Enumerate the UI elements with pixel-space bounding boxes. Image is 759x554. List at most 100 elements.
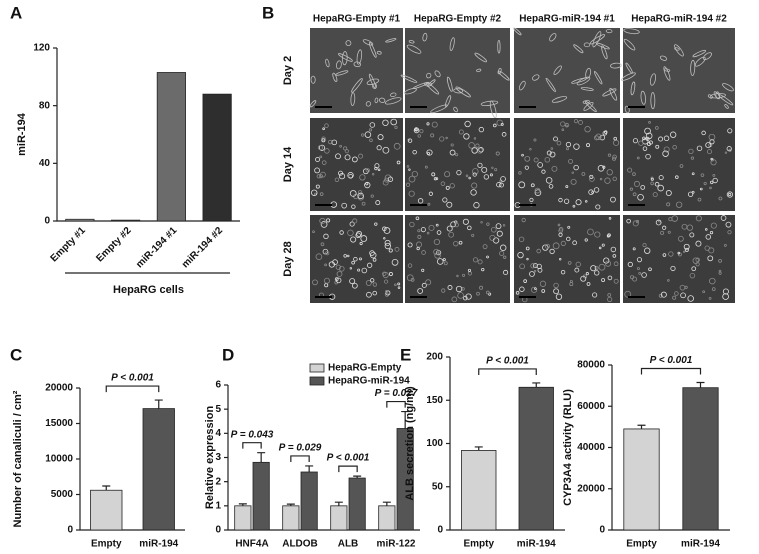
cell <box>584 238 588 242</box>
y-tick-label: 10000 <box>45 454 73 465</box>
cell <box>366 78 380 86</box>
cell <box>463 133 470 140</box>
y-tick-label: 120 <box>33 43 50 54</box>
cell <box>571 77 587 84</box>
significance-bracket <box>242 442 262 449</box>
cell <box>315 253 323 260</box>
cell <box>343 254 347 258</box>
cell <box>632 138 639 144</box>
y-tick-label: 80000 <box>577 360 605 371</box>
cell <box>493 123 497 128</box>
cell <box>610 246 617 253</box>
cell <box>375 200 381 206</box>
cell <box>707 255 714 262</box>
cell <box>322 127 325 131</box>
cell <box>638 140 644 146</box>
cell <box>601 243 605 247</box>
cell <box>462 218 469 225</box>
cell <box>659 55 668 61</box>
cell <box>593 187 600 193</box>
cell <box>365 280 372 286</box>
cell <box>433 248 440 256</box>
cell <box>446 76 453 92</box>
cell <box>323 233 329 240</box>
cell <box>650 177 654 181</box>
cell <box>660 291 667 298</box>
cell <box>558 197 563 203</box>
error-bar <box>532 382 541 388</box>
cell <box>349 190 357 197</box>
cell <box>556 140 562 146</box>
cell <box>542 244 549 251</box>
cell <box>695 215 702 222</box>
cell <box>458 240 463 245</box>
significance-bracket <box>105 385 160 393</box>
cell <box>584 200 588 203</box>
cell <box>310 75 316 84</box>
cell <box>539 280 547 287</box>
cell <box>612 154 617 160</box>
cell <box>454 222 459 228</box>
cell <box>702 290 706 294</box>
cell <box>384 279 389 284</box>
cell <box>621 72 636 81</box>
y-tick-label: 5 <box>215 404 221 415</box>
cell <box>581 172 586 176</box>
cell <box>477 259 483 265</box>
y-tick-label: 20000 <box>577 483 605 494</box>
cell <box>328 261 335 268</box>
cell <box>601 45 608 60</box>
cell <box>517 251 524 259</box>
cell <box>546 150 552 156</box>
cell <box>608 217 612 220</box>
cell <box>427 202 431 206</box>
cell <box>672 295 677 300</box>
p-value: P < 0.001 <box>111 373 154 384</box>
cell <box>723 243 727 247</box>
cell <box>370 278 375 283</box>
cell <box>684 247 689 252</box>
cell <box>388 272 393 277</box>
cell <box>491 166 494 169</box>
cell <box>565 185 569 189</box>
cell <box>369 41 377 58</box>
cell <box>406 274 414 282</box>
cell <box>456 274 459 278</box>
cell <box>479 285 484 290</box>
cell <box>580 87 594 91</box>
y-tick-label: 60000 <box>577 401 605 412</box>
y-tick-label: 80 <box>39 100 51 111</box>
cell <box>485 290 490 295</box>
cell <box>657 184 664 192</box>
cell <box>407 138 413 143</box>
cell <box>374 97 379 104</box>
cell <box>324 263 327 267</box>
bar <box>300 471 318 531</box>
cell <box>360 235 368 242</box>
cell <box>549 248 555 255</box>
cell <box>421 268 425 272</box>
cell <box>325 251 330 256</box>
cell <box>472 172 477 177</box>
y-tick-label: 50 <box>432 481 444 492</box>
cell <box>636 257 643 263</box>
cell <box>457 292 464 299</box>
cell <box>571 171 575 174</box>
significance-bracket <box>338 465 358 473</box>
cell <box>585 67 592 79</box>
cell <box>387 176 394 182</box>
p-value: P < 0.001 <box>650 355 693 366</box>
cell <box>384 239 391 246</box>
cell <box>359 174 366 181</box>
cell <box>675 201 683 208</box>
cell <box>561 128 565 132</box>
y-tick-label: 40000 <box>577 442 605 453</box>
cell <box>391 259 399 266</box>
cell <box>570 178 577 185</box>
cell <box>706 149 713 155</box>
cell <box>585 272 589 276</box>
cell <box>550 147 554 150</box>
cell <box>321 138 326 143</box>
cell <box>350 92 356 107</box>
